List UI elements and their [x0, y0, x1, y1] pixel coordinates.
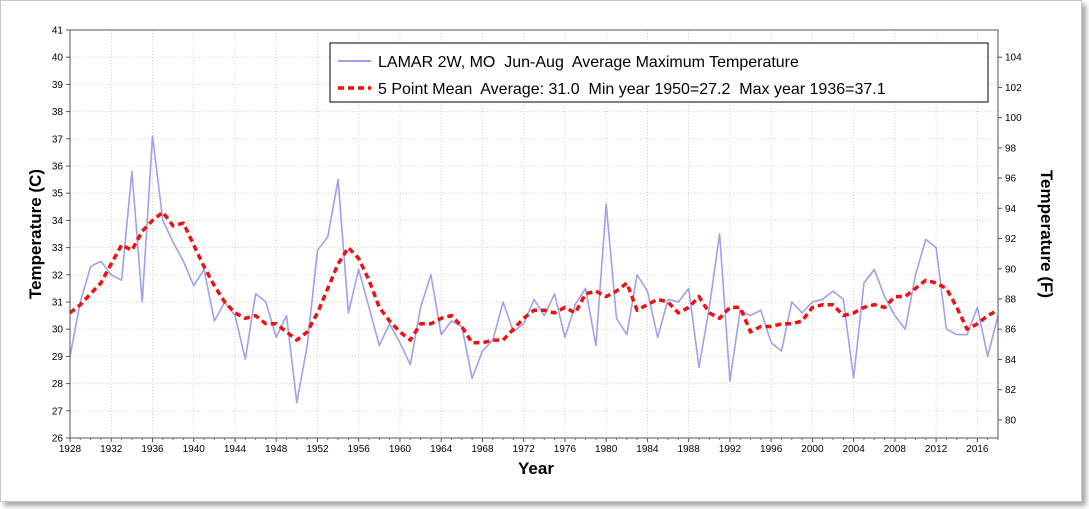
y-right-tick-label: 96	[1005, 174, 1017, 185]
y-tick-label: 29	[52, 352, 64, 363]
y-right-tick-label: 86	[1005, 325, 1017, 336]
y-right-tick-label: 104	[1005, 53, 1022, 64]
y-right-tick-label: 102	[1005, 83, 1022, 94]
x-tick-label: 1992	[719, 444, 742, 455]
x-tick-label: 1952	[306, 444, 329, 455]
x-tick-label: 2008	[884, 444, 907, 455]
x-tick-label: 1980	[595, 444, 618, 455]
x-axis-title: Year	[518, 459, 554, 478]
x-tick-label: 1996	[760, 444, 783, 455]
y-tick-label: 28	[52, 379, 64, 390]
right-axis: 80 82 84 86 88 90 92 94 96 98 100 102 104	[998, 53, 1022, 426]
x-tick-label: 1964	[430, 444, 453, 455]
legend: LAMAR 2W, MO Jun-Aug Average Maximum Tem…	[329, 42, 989, 103]
y-right-tick-label: 94	[1005, 204, 1017, 215]
left-axis: 26 27 28 29 30 31 32 33 34 35 36 37 38 39 40 41	[52, 26, 70, 445]
y-tick-label: 40	[52, 53, 64, 64]
y-axis-title-left: Temperature (C)	[26, 169, 45, 299]
y-tick-label: 30	[52, 325, 64, 336]
y-tick-label: 32	[52, 270, 64, 281]
x-tick-label: 2004	[843, 444, 866, 455]
series-line-temperature	[69, 135, 999, 404]
y-right-tick-label: 88	[1005, 294, 1017, 305]
y-tick-label: 37	[52, 134, 64, 145]
x-tick-label: 1936	[141, 444, 164, 455]
y-tick-label: 27	[52, 406, 64, 417]
x-tick-label: 1984	[636, 444, 659, 455]
chart-frame: 26 27 28 29 30 31 32 33 34 35 36 37 38 39 40 41 80 82 84 8…	[0, 0, 1082, 502]
y-tick-label: 26	[52, 434, 64, 445]
y-tick-label: 35	[52, 189, 64, 200]
x-tick-label: 1948	[265, 444, 288, 455]
series-layer	[68, 135, 999, 404]
x-tick-label: 1988	[678, 444, 701, 455]
legend-label-5pt-mean: 5 Point Mean Average: 31.0 Min year 1950…	[378, 81, 886, 98]
legend-box	[329, 42, 989, 103]
y-right-tick-label: 100	[1005, 113, 1022, 124]
x-tick-label: 1928	[59, 444, 82, 455]
x-tick-label: 1932	[100, 444, 123, 455]
y-tick-label: 31	[52, 298, 64, 309]
x-tick-label: 1976	[554, 444, 577, 455]
x-tick-label: 1944	[224, 444, 247, 455]
x-tick-label: 2000	[801, 444, 824, 455]
bottom-axis: 1928 1932 1936 1940 1944 1948 1952 1956 1960 1964…	[59, 438, 999, 455]
y-tick-label: 41	[52, 26, 64, 37]
x-tick-label: 1968	[471, 444, 494, 455]
y-right-tick-label: 82	[1005, 385, 1017, 396]
y-tick-label: 39	[52, 80, 64, 91]
y-tick-label: 38	[52, 107, 64, 118]
y-tick-label: 36	[52, 162, 64, 173]
series-line-5pt-mean	[68, 210, 999, 345]
y-axis-title-right: Temperature (F)	[1037, 170, 1056, 298]
x-tick-label: 2012	[925, 444, 948, 455]
x-tick-label: 1972	[513, 444, 536, 455]
x-tick-label: 1940	[183, 444, 206, 455]
x-tick-label: 1956	[348, 444, 371, 455]
y-right-tick-label: 98	[1005, 143, 1017, 154]
legend-label-temperature: LAMAR 2W, MO Jun-Aug Average Maximum Tem…	[378, 54, 799, 71]
x-tick-label: 2016	[966, 444, 989, 455]
y-right-tick-label: 90	[1005, 264, 1017, 275]
y-right-tick-label: 80	[1005, 415, 1017, 426]
x-tick-label: 1960	[389, 444, 412, 455]
y-right-tick-label: 92	[1005, 234, 1017, 245]
y-tick-label: 33	[52, 243, 64, 254]
y-tick-label: 34	[52, 216, 64, 227]
y-right-tick-label: 84	[1005, 355, 1017, 366]
